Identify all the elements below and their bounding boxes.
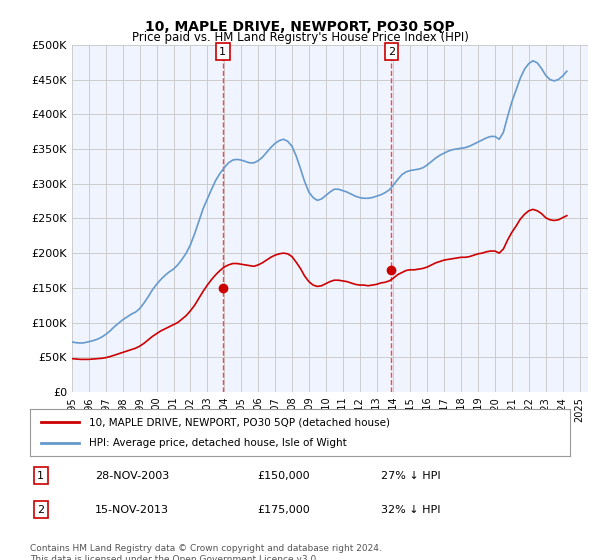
Text: 2: 2 bbox=[37, 505, 44, 515]
Text: 10, MAPLE DRIVE, NEWPORT, PO30 5QP (detached house): 10, MAPLE DRIVE, NEWPORT, PO30 5QP (deta… bbox=[89, 417, 391, 427]
Text: HPI: Average price, detached house, Isle of Wight: HPI: Average price, detached house, Isle… bbox=[89, 438, 347, 448]
Text: 10, MAPLE DRIVE, NEWPORT, PO30 5QP: 10, MAPLE DRIVE, NEWPORT, PO30 5QP bbox=[145, 20, 455, 34]
Text: 1: 1 bbox=[37, 470, 44, 480]
Text: 1: 1 bbox=[219, 46, 226, 57]
Text: 15-NOV-2013: 15-NOV-2013 bbox=[95, 505, 169, 515]
Text: 27% ↓ HPI: 27% ↓ HPI bbox=[381, 470, 440, 480]
Text: £175,000: £175,000 bbox=[257, 505, 310, 515]
Text: Contains HM Land Registry data © Crown copyright and database right 2024.
This d: Contains HM Land Registry data © Crown c… bbox=[30, 544, 382, 560]
Text: 28-NOV-2003: 28-NOV-2003 bbox=[95, 470, 169, 480]
Text: £150,000: £150,000 bbox=[257, 470, 310, 480]
Text: 2: 2 bbox=[388, 46, 395, 57]
Text: Price paid vs. HM Land Registry's House Price Index (HPI): Price paid vs. HM Land Registry's House … bbox=[131, 31, 469, 44]
Text: 32% ↓ HPI: 32% ↓ HPI bbox=[381, 505, 440, 515]
